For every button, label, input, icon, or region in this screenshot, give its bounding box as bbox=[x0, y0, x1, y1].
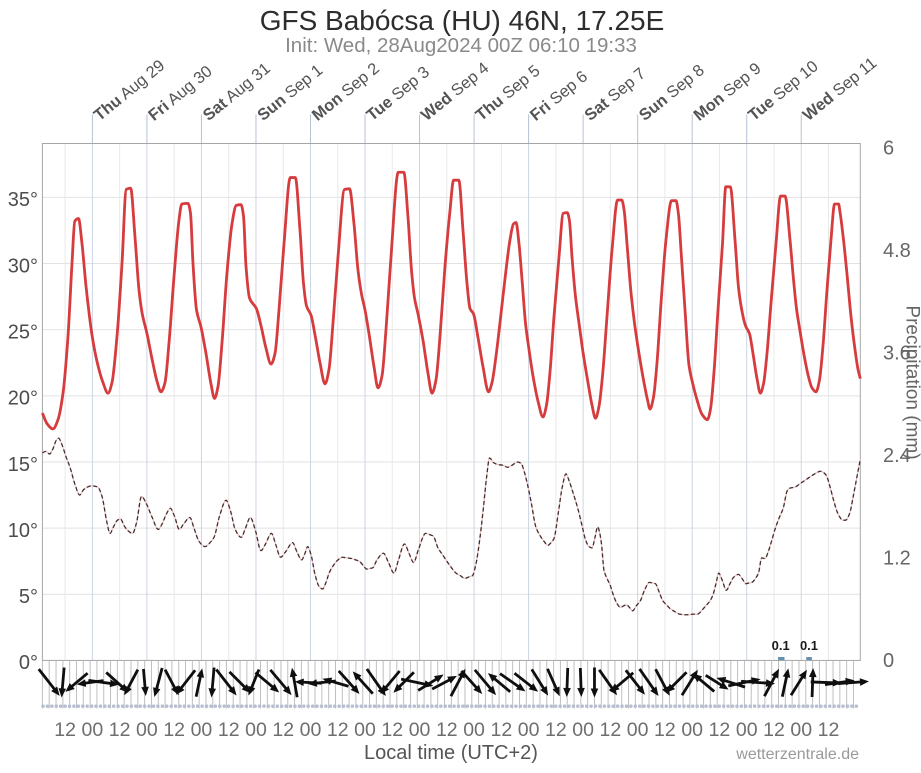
svg-text:12: 12 bbox=[54, 719, 76, 741]
svg-text:15°: 15° bbox=[8, 454, 38, 476]
svg-text:20°: 20° bbox=[8, 388, 38, 410]
svg-text:6: 6 bbox=[883, 137, 894, 159]
svg-text:00: 00 bbox=[681, 719, 703, 741]
svg-text:12: 12 bbox=[490, 719, 512, 741]
svg-text:00: 00 bbox=[518, 719, 540, 741]
svg-text:12: 12 bbox=[218, 719, 240, 741]
svg-text:12: 12 bbox=[327, 719, 349, 741]
svg-text:00: 00 bbox=[409, 719, 431, 741]
svg-text:00: 00 bbox=[463, 719, 485, 741]
svg-text:12: 12 bbox=[436, 719, 458, 741]
svg-text:0°: 0° bbox=[19, 652, 38, 674]
svg-text:00: 00 bbox=[245, 719, 267, 741]
svg-text:00: 00 bbox=[300, 719, 322, 741]
svg-text:25°: 25° bbox=[8, 321, 38, 343]
svg-text:30°: 30° bbox=[8, 255, 38, 277]
svg-text:00: 00 bbox=[82, 719, 104, 741]
svg-text:0: 0 bbox=[883, 650, 894, 672]
svg-text:12: 12 bbox=[272, 719, 294, 741]
svg-text:5°: 5° bbox=[19, 586, 38, 608]
svg-text:12: 12 bbox=[163, 719, 185, 741]
svg-text:00: 00 bbox=[736, 719, 758, 741]
svg-text:Local time (UTC+2): Local time (UTC+2) bbox=[364, 742, 538, 764]
svg-text:35°: 35° bbox=[8, 189, 38, 211]
svg-text:1.2: 1.2 bbox=[883, 548, 911, 570]
svg-text:12: 12 bbox=[654, 719, 676, 741]
svg-text:00: 00 bbox=[790, 719, 812, 741]
svg-text:GFS Babócsa (HU) 46N, 17.25E: GFS Babócsa (HU) 46N, 17.25E bbox=[260, 5, 665, 36]
svg-text:12: 12 bbox=[763, 719, 785, 741]
svg-text:0.1: 0.1 bbox=[772, 638, 790, 653]
svg-text:00: 00 bbox=[191, 719, 213, 741]
svg-text:10°: 10° bbox=[8, 520, 38, 542]
svg-text:12: 12 bbox=[545, 719, 567, 741]
svg-text:Init: Wed, 28Aug2024 00Z 06:10: Init: Wed, 28Aug2024 00Z 06:10 19:33 bbox=[285, 34, 637, 57]
svg-text:12: 12 bbox=[600, 719, 622, 741]
svg-text:00: 00 bbox=[627, 719, 649, 741]
svg-text:0.1: 0.1 bbox=[800, 638, 818, 653]
svg-text:wetterzentrale.de: wetterzentrale.de bbox=[735, 746, 859, 763]
svg-text:00: 00 bbox=[136, 719, 158, 741]
svg-text:12: 12 bbox=[109, 719, 131, 741]
svg-text:12: 12 bbox=[709, 719, 731, 741]
svg-text:12: 12 bbox=[818, 719, 840, 741]
svg-text:00: 00 bbox=[572, 719, 594, 741]
svg-text:12: 12 bbox=[381, 719, 403, 741]
svg-text:Precipitation (mm): Precipitation (mm) bbox=[902, 305, 921, 459]
svg-text:00: 00 bbox=[354, 719, 376, 741]
svg-text:4.8: 4.8 bbox=[883, 240, 911, 262]
